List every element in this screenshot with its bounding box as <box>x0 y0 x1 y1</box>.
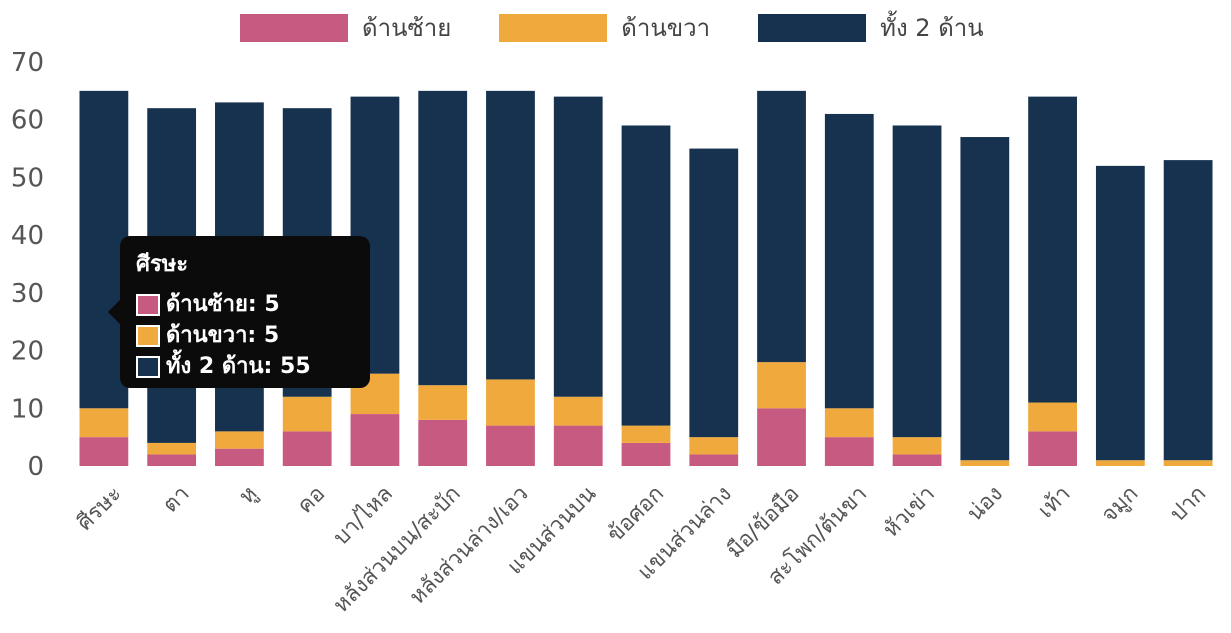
x-tick-label: ตา <box>158 481 195 518</box>
bar-segment[interactable] <box>418 90 468 386</box>
x-tick-label: ปาก <box>1165 481 1211 527</box>
tooltip-text-right: ด้านขวา: 5 <box>166 323 280 348</box>
bar-segment[interactable] <box>1028 431 1077 466</box>
bar-segment[interactable] <box>486 90 535 380</box>
y-tick-label: 70 <box>11 48 44 78</box>
bar-segment[interactable] <box>215 448 264 466</box>
bar-segment[interactable] <box>282 396 332 432</box>
y-tick-label: 30 <box>11 279 44 309</box>
tooltip-title: ศีรษะ <box>136 252 189 277</box>
y-tick-label: 10 <box>11 394 44 424</box>
legend-swatch-both <box>758 13 867 42</box>
tooltip-row-right: ด้านขวา: 5 <box>136 320 354 351</box>
bar-segment[interactable] <box>215 431 264 449</box>
x-tick-label: หลังส่วนบน/สะบัก <box>329 481 466 618</box>
x-tick-label: น่อง <box>963 481 1008 526</box>
bar-segment[interactable] <box>486 425 535 466</box>
bar-segment[interactable] <box>418 419 468 466</box>
bar-segment[interactable] <box>1028 402 1077 432</box>
legend-swatch-left <box>240 13 348 42</box>
bar-segment[interactable] <box>757 408 806 466</box>
legend-label-both: ทั้ง 2 ด้าน <box>880 14 984 42</box>
tooltip-swatch-right <box>136 324 160 347</box>
bar-segment[interactable] <box>1095 165 1145 461</box>
bar-segment[interactable] <box>824 437 874 466</box>
tooltip-row-left: ด้านซ้าย: 5 <box>136 289 354 320</box>
bar-segment[interactable] <box>757 90 806 363</box>
bar-segment[interactable] <box>689 437 739 455</box>
x-tick-label: หู <box>234 481 262 509</box>
tooltip-text-both: ทั้ง 2 ด้าน: 55 <box>166 354 311 379</box>
bar-segment[interactable] <box>892 437 942 455</box>
tooltip-row-both: ทั้ง 2 ด้าน: 55 <box>136 351 354 382</box>
bar-segment[interactable] <box>1163 160 1213 461</box>
legend-item-left[interactable]: ด้านซ้าย <box>240 8 451 47</box>
bar-segment[interactable] <box>960 137 1010 461</box>
legend-label-right: ด้านขวา <box>621 14 711 42</box>
tooltip-swatch-left <box>136 293 160 316</box>
x-tick-label: ข้อศอก <box>603 481 669 547</box>
tooltip-swatch-both <box>136 355 160 378</box>
bar-segment[interactable] <box>79 408 129 438</box>
bar-segment[interactable] <box>553 425 603 466</box>
x-tick-label: เท้า <box>1034 481 1076 523</box>
bar-segment[interactable] <box>147 442 197 455</box>
bar-segment[interactable] <box>824 113 874 409</box>
bar-segment[interactable] <box>689 148 739 438</box>
bar-segment[interactable] <box>892 454 942 466</box>
y-tick-label: 60 <box>11 106 44 136</box>
bar-segment[interactable] <box>1028 96 1077 403</box>
bar-segment[interactable] <box>553 96 603 397</box>
legend-swatch-right <box>499 13 608 42</box>
bar-segment[interactable] <box>757 362 806 409</box>
y-tick-label: 40 <box>11 221 44 251</box>
bar-segment[interactable] <box>553 396 603 426</box>
legend-item-right[interactable]: ด้านขวา <box>499 8 710 47</box>
bar-segment[interactable] <box>147 454 197 466</box>
legend-label-left: ด้านซ้าย <box>362 14 452 42</box>
y-tick-label: 0 <box>27 452 44 482</box>
chart-legend: ด้านซ้าย ด้านขวา ทั้ง 2 ด้าน <box>240 8 1032 47</box>
x-tick-label: บา/ไหล <box>328 481 398 551</box>
chart-tooltip: ศีรษะ ด้านซ้าย: 5 ด้านขวา: 5 ทั้ง 2 ด้าน… <box>108 236 370 388</box>
legend-item-both[interactable]: ทั้ง 2 ด้าน <box>758 8 984 47</box>
bar-segment[interactable] <box>621 442 671 466</box>
x-tick-label: หัวเข่า <box>879 481 940 542</box>
bar-segment[interactable] <box>892 125 942 438</box>
bar-segment[interactable] <box>282 431 332 466</box>
tooltip-text-left: ด้านซ้าย: 5 <box>166 292 280 317</box>
bar-segment[interactable] <box>486 379 535 426</box>
x-tick-label: หลังส่วนล่าง/เอว <box>405 481 533 609</box>
bar-segment[interactable] <box>1095 460 1145 466</box>
x-tick-label: คอ <box>293 481 330 518</box>
bar-segment[interactable] <box>1163 460 1213 466</box>
bar-segment[interactable] <box>79 437 129 466</box>
bar-segment[interactable] <box>621 125 671 426</box>
x-tick-label: ศีรษะ <box>72 481 127 536</box>
x-tick-label: จมูก <box>1097 481 1143 527</box>
bar-segment[interactable] <box>689 454 739 466</box>
bar-segment[interactable] <box>621 425 671 443</box>
bar-segment[interactable] <box>960 460 1010 466</box>
y-tick-label: 50 <box>11 163 44 193</box>
bar-segment[interactable] <box>350 414 400 466</box>
bar-segment[interactable] <box>824 408 874 438</box>
y-tick-label: 20 <box>11 337 44 367</box>
bar-segment[interactable] <box>418 385 468 420</box>
